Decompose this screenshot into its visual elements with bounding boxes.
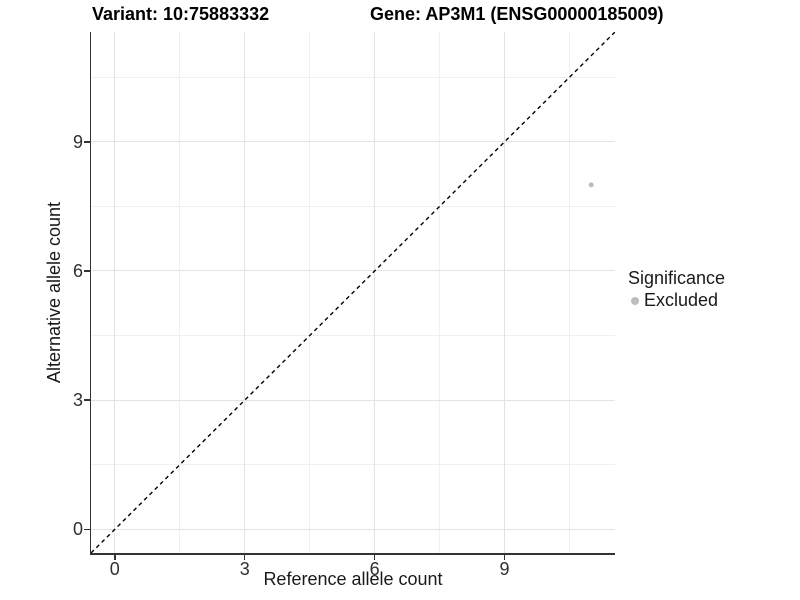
- legend-title: Significance: [628, 268, 726, 288]
- legend: Significance Excluded: [628, 268, 725, 311]
- x-tick-mark: [243, 554, 246, 560]
- x-axis-title: Reference allele count: [263, 569, 443, 589]
- x-tick-label: 0: [109, 559, 120, 579]
- grid-minor-horizontal: [91, 76, 615, 78]
- y-tick-mark: [84, 528, 90, 531]
- grid-major-horizontal: [91, 270, 615, 272]
- grid-major-vertical: [244, 32, 246, 553]
- grid-minor-horizontal: [91, 335, 615, 337]
- y-tick-label: 9: [72, 131, 83, 152]
- x-tick-label: 3: [239, 559, 250, 579]
- grid-major-vertical: [374, 32, 376, 553]
- y-tick-mark: [84, 399, 90, 401]
- y-tick-label: 0: [72, 519, 83, 540]
- grid-major-vertical: [114, 32, 116, 553]
- grid-minor-horizontal: [91, 205, 615, 207]
- x-tick-mark: [373, 554, 376, 560]
- grid-minor-vertical: [439, 32, 441, 553]
- grid-major-horizontal: [91, 141, 615, 143]
- plot-title-variant: Variant: 10:75883332: [92, 4, 270, 24]
- grid-major-horizontal: [91, 528, 615, 530]
- identity-reference-line: [91, 32, 615, 553]
- grid-major-horizontal: [91, 399, 615, 401]
- y-axis-title: Alternative allele count: [44, 201, 64, 384]
- grid-minor-horizontal: [91, 464, 615, 466]
- y-tick-mark: [84, 270, 90, 272]
- grid-minor-vertical: [309, 32, 311, 553]
- x-tick-label: 6: [369, 559, 380, 579]
- legend-entry-excluded: Excluded: [628, 290, 725, 311]
- grid-minor-vertical: [569, 32, 571, 553]
- plot-title-gene: Gene: AP3M1 (ENSG00000185009): [370, 4, 664, 24]
- x-tick-label: 9: [499, 559, 510, 579]
- plot-panel: [91, 32, 615, 553]
- x-tick-mark: [114, 554, 116, 560]
- data-point-excluded: [588, 182, 594, 188]
- y-axis-line: [89, 32, 91, 555]
- plot-draw-layer: [91, 32, 615, 553]
- y-tick-label: 3: [72, 390, 83, 411]
- legend-point-icon: [631, 296, 639, 305]
- grid-minor-vertical: [179, 32, 181, 553]
- x-tick-mark: [503, 554, 506, 560]
- x-axis-line: [89, 553, 615, 555]
- legend-entry-label: Excluded: [644, 290, 719, 310]
- y-tick-mark: [84, 141, 90, 143]
- y-tick-label: 6: [72, 260, 83, 281]
- grid-major-vertical: [504, 32, 506, 553]
